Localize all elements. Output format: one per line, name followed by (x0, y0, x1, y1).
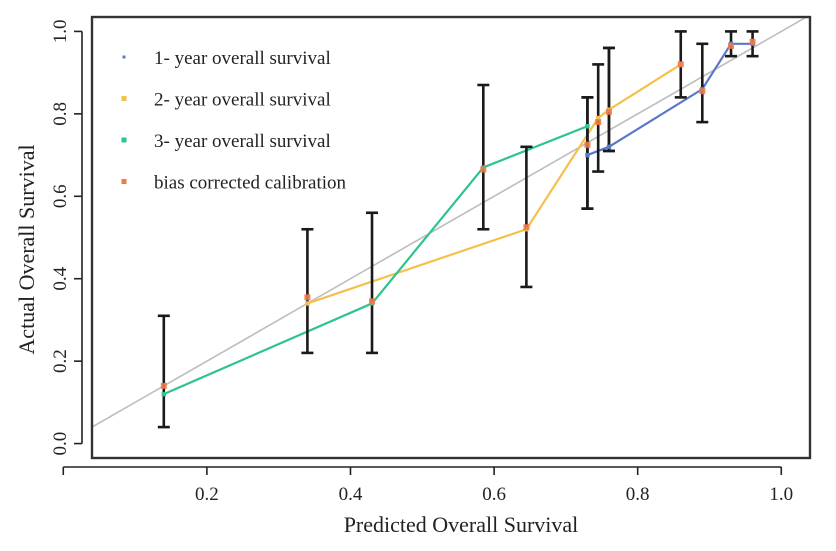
legend-label: bias corrected calibration (154, 173, 347, 194)
error-bar (157, 314, 170, 429)
legend-label: 3- year overall survival (154, 131, 331, 152)
legend: 1- year overall survival 2- year overall … (121, 48, 347, 194)
x-tick-label: 0.2 (195, 484, 219, 505)
bias-corrected-point (480, 166, 487, 173)
error-bar (366, 211, 379, 355)
y-axis-title: Actual Overall Survival (14, 144, 39, 354)
series-line-3 (163, 125, 588, 396)
series-point-3 (161, 391, 166, 397)
y-tick-label: 1.0 (50, 20, 71, 44)
bias-corrected-point (749, 38, 756, 45)
legend-marker (121, 179, 127, 184)
error-bar (520, 145, 533, 289)
bias-corrected-point (728, 42, 735, 49)
reference-diagonal-layer (92, 17, 809, 429)
bias-corrected-point (605, 108, 612, 115)
legend-label: 2- year overall survival (154, 90, 331, 111)
bias-corrected-point (523, 224, 530, 231)
y-tick-label: 0.6 (50, 184, 71, 208)
error-bar (301, 227, 314, 355)
bias-corrected-point (595, 119, 602, 126)
bias-corrected-point (160, 382, 167, 389)
error-bar (696, 42, 709, 124)
x-tick-label: 0.6 (482, 484, 506, 505)
y-tick-label: 0.2 (50, 349, 71, 373)
bias-corrected-point (699, 88, 706, 95)
series-line-2 (307, 63, 682, 305)
plot-frame (90, 15, 812, 460)
legend-marker (121, 137, 127, 143)
series-point-2 (595, 115, 601, 121)
ideal-calibration-line (92, 17, 809, 429)
y-tick-label: 0.4 (50, 266, 71, 290)
error-bar (602, 46, 615, 153)
series-point-2 (305, 301, 310, 306)
series-point-1 (606, 144, 612, 150)
y-tick-label: 0.0 (50, 432, 71, 456)
series-point-1 (585, 152, 590, 158)
x-tick-label: 1.0 (769, 484, 793, 505)
data-points-layer (160, 38, 756, 397)
legend-label: 1- year overall survival (154, 48, 331, 69)
series-point-3 (585, 124, 590, 129)
x-axis: 0.2 0.4 0.6 0.8 1.0 (62, 466, 793, 505)
series-line-1 (587, 42, 753, 157)
legend-marker (122, 55, 126, 59)
bias-corrected-point (677, 61, 684, 68)
x-tick-label: 0.4 (339, 484, 363, 505)
bias-corrected-point (584, 141, 591, 148)
y-tick-label: 0.8 (50, 102, 71, 126)
x-tick-label: 0.8 (626, 484, 650, 505)
legend-marker (121, 96, 127, 101)
y-axis: 0.0 0.2 0.4 0.6 0.8 1.0 (50, 20, 83, 456)
bias-corrected-point (304, 294, 311, 301)
error-bar (477, 83, 490, 231)
bias-corrected-point (369, 298, 376, 305)
x-axis-title: Predicted Overall Survival (344, 512, 579, 537)
